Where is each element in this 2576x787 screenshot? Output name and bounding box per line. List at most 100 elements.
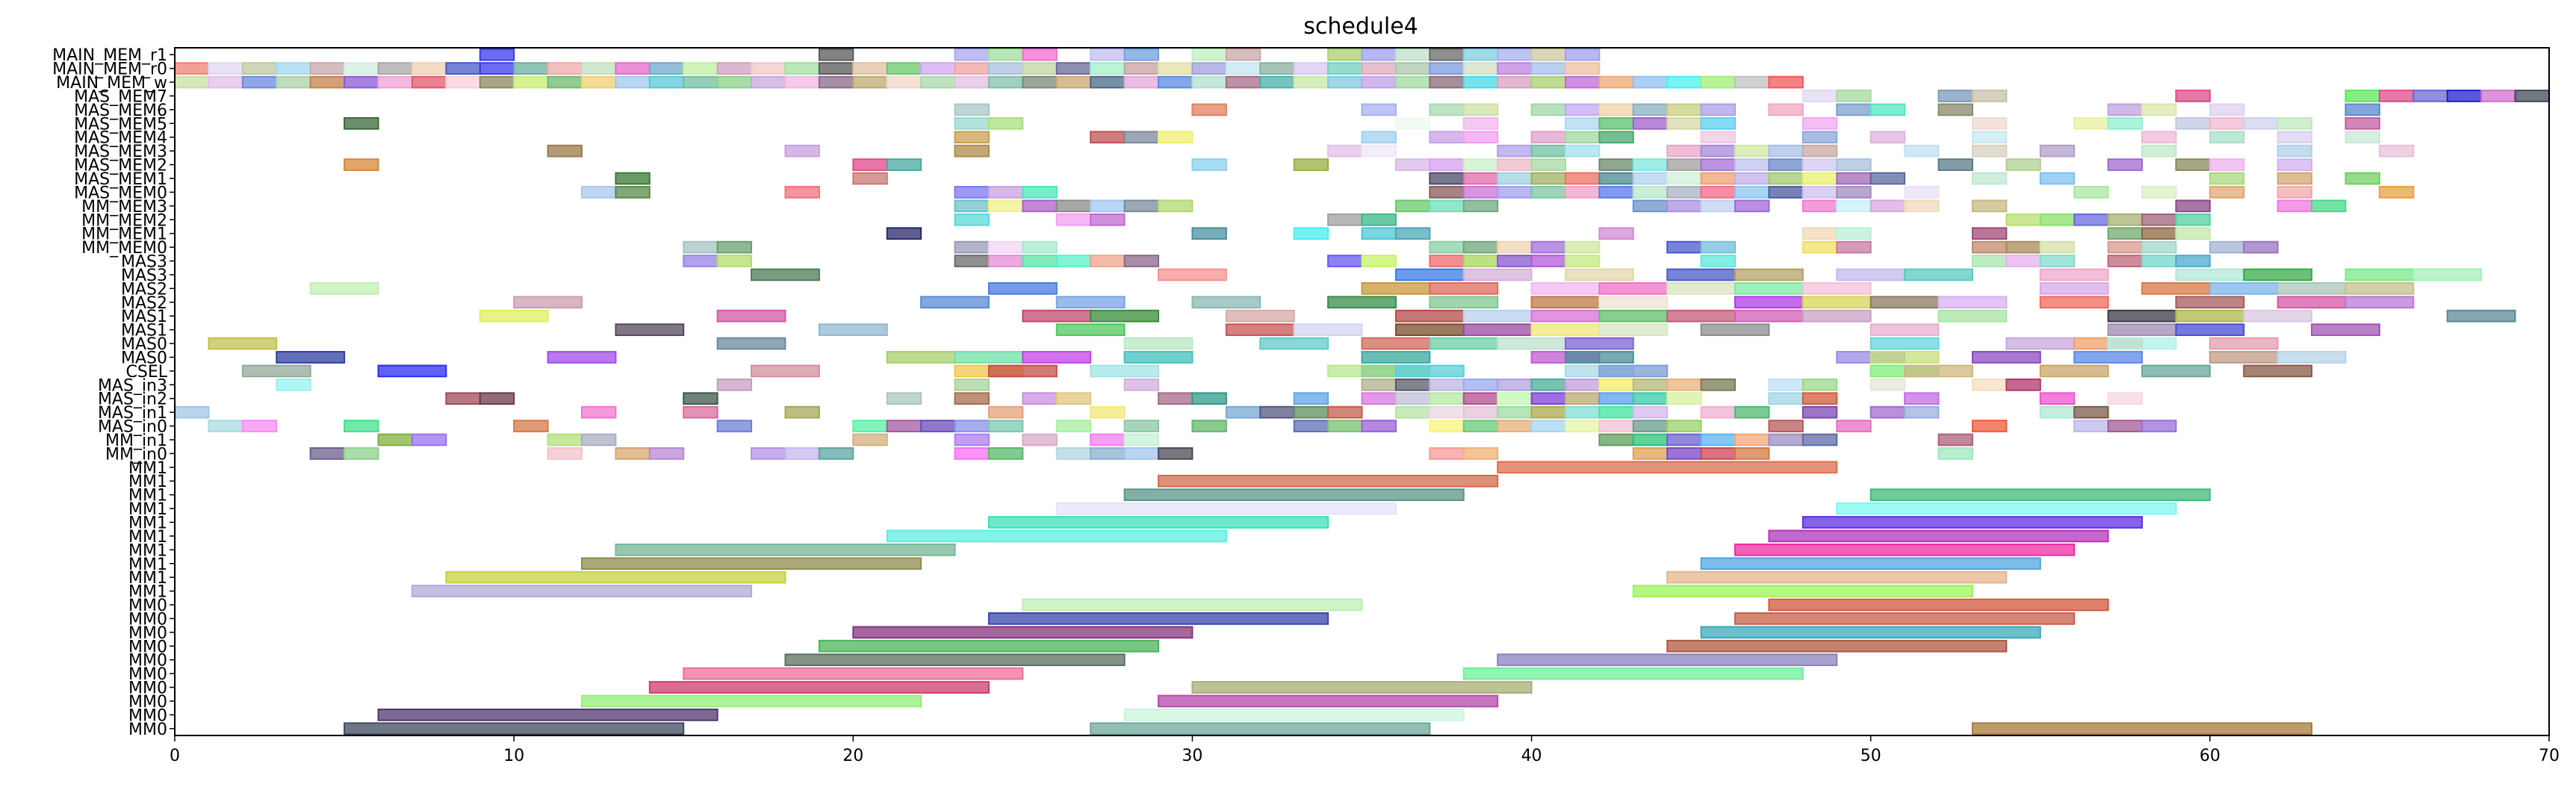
task-bar	[1700, 405, 1737, 419]
task-bar	[1598, 323, 1669, 336]
task-bar	[1836, 103, 1872, 116]
task-bar	[648, 447, 685, 460]
task-bar	[174, 62, 210, 75]
task-bar	[954, 48, 990, 61]
task-bar	[1836, 227, 1872, 240]
task-bar	[2209, 116, 2245, 130]
task-bar	[818, 75, 854, 89]
task-bar	[1598, 296, 1669, 309]
task-bar	[1497, 158, 1533, 171]
task-bar	[1937, 158, 1973, 171]
task-bar	[2073, 186, 2109, 199]
task-bar	[2276, 158, 2313, 171]
task-bar	[1123, 62, 1160, 75]
task-bar	[1869, 172, 1906, 185]
task-bar	[2480, 90, 2516, 102]
task-bar	[1497, 240, 1533, 254]
task-bar	[683, 62, 719, 75]
task-bar	[1530, 255, 1566, 267]
task-bar	[1564, 172, 1601, 185]
task-bar	[1632, 158, 1669, 171]
task-bar	[1361, 227, 1397, 240]
task-bar	[513, 296, 583, 309]
task-bar	[1666, 186, 1702, 199]
task-bar	[309, 281, 379, 295]
y-tick-label: MAS1	[121, 308, 167, 326]
task-bar	[1123, 351, 1194, 364]
task-bar	[1904, 144, 1940, 158]
task-bar	[1462, 62, 1499, 75]
task-bar	[954, 186, 990, 199]
task-bar	[716, 337, 786, 350]
task-bar	[1836, 90, 1872, 102]
task-bar	[1429, 447, 1465, 460]
task-bar	[479, 62, 515, 75]
task-bar	[1666, 240, 1702, 254]
task-bar	[1666, 420, 1702, 432]
task-bar	[1971, 255, 2008, 267]
task-bar	[987, 62, 1024, 75]
task-bar	[1462, 392, 1499, 405]
task-bar	[2175, 227, 2211, 240]
task-bar	[852, 420, 888, 432]
y-tick-label: MM1	[128, 473, 167, 491]
task-bar	[1293, 323, 1363, 336]
task-bar	[1055, 213, 1092, 226]
task-bar	[615, 543, 956, 556]
task-bar	[1055, 447, 1092, 460]
task-bar	[1734, 405, 1770, 419]
task-bar	[1666, 433, 1702, 447]
task-bar	[1734, 186, 1770, 199]
task-bar	[513, 75, 549, 89]
task-bar	[615, 186, 651, 199]
task-bar	[411, 433, 447, 447]
task-bar	[751, 268, 820, 281]
task-bar	[1666, 570, 2008, 584]
task-bar	[1632, 75, 1669, 89]
task-bar	[580, 694, 922, 708]
task-bar	[1361, 281, 1431, 295]
task-bar	[1632, 585, 1973, 597]
task-bar	[1971, 116, 2008, 130]
task-bar	[2005, 213, 2041, 226]
task-bar	[1055, 323, 1126, 336]
task-bar	[1904, 405, 1940, 419]
plot-frame	[174, 47, 2550, 736]
task-bar	[1734, 158, 1770, 171]
task-bar	[1971, 227, 2008, 240]
task-bar	[1734, 199, 1770, 213]
task-bar	[1801, 392, 1838, 405]
task-bar	[1768, 392, 1804, 405]
task-bar	[309, 75, 346, 89]
task-bar	[1497, 653, 1838, 667]
task-bar	[1293, 227, 1329, 240]
x-tick-label: 30	[1182, 747, 1202, 765]
task-bar	[580, 433, 617, 447]
task-bar	[1055, 75, 1092, 89]
task-bar	[1836, 502, 2177, 515]
task-bar	[987, 186, 1024, 199]
y-tick-label: MM0	[128, 610, 167, 629]
task-bar	[1497, 172, 1533, 185]
task-bar	[987, 405, 1024, 419]
task-bar	[1497, 420, 1533, 432]
y-tick-label: MM1	[128, 500, 167, 519]
task-bar	[2209, 103, 2245, 116]
task-bar	[1564, 255, 1601, 267]
task-bar	[1327, 62, 1363, 75]
task-bar	[1768, 75, 1804, 89]
task-bar	[1564, 186, 1601, 199]
task-bar	[580, 62, 617, 75]
task-bar	[1327, 420, 1363, 432]
task-bar	[1869, 296, 1940, 309]
task-bar	[1768, 420, 1804, 432]
task-bar	[1327, 144, 1363, 158]
task-bar	[2005, 337, 2076, 350]
task-bar	[784, 62, 820, 75]
task-bar	[1598, 75, 1634, 89]
task-bar	[2141, 144, 2177, 158]
task-bar	[1158, 447, 1194, 460]
task-bar	[1869, 199, 1906, 213]
task-bar	[2514, 90, 2550, 102]
task-bar	[2141, 281, 2211, 295]
